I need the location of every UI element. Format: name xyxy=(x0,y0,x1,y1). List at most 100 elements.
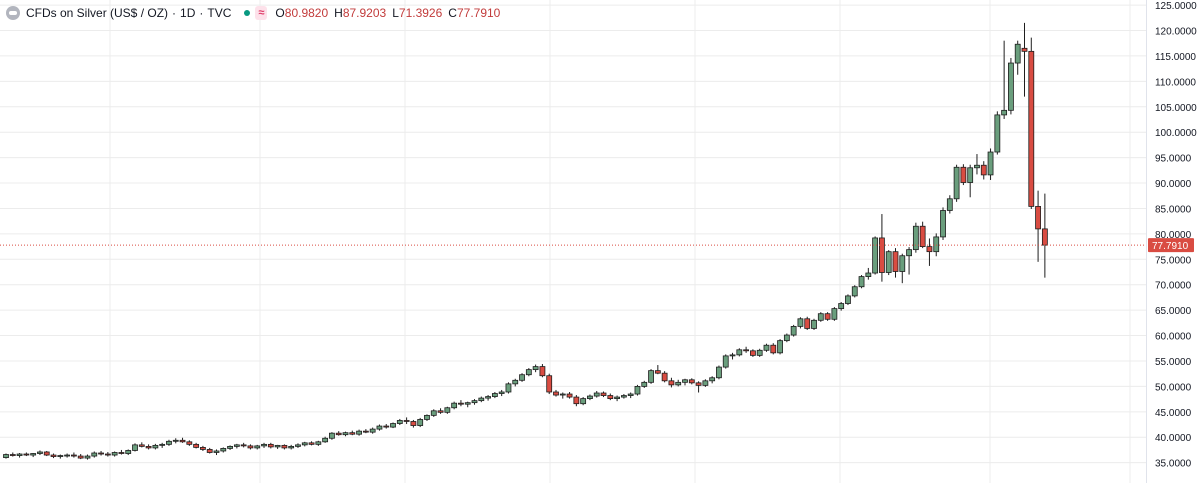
y-axis-tick-label: 60.0000 xyxy=(1155,332,1192,343)
candle-body xyxy=(71,454,77,457)
last-price-label: 77.7910 xyxy=(1152,241,1189,252)
candle-body xyxy=(424,414,430,420)
separator-dot: · xyxy=(172,6,177,20)
candle-body xyxy=(125,450,132,454)
candle-body xyxy=(166,440,172,445)
ohlc-open-value: 80.9820 xyxy=(284,6,329,20)
candle-body xyxy=(233,444,240,447)
candle-body xyxy=(566,393,573,398)
candle-body xyxy=(172,439,179,442)
candle-body xyxy=(790,326,797,336)
candle-body xyxy=(50,454,57,457)
candle-body xyxy=(587,395,593,400)
candle-body xyxy=(43,451,50,456)
candle-body xyxy=(458,402,464,405)
candle-body xyxy=(783,334,790,342)
candle-body xyxy=(478,397,485,402)
candle-body xyxy=(3,454,9,458)
ohlc-close-key: C xyxy=(448,6,457,20)
candle-body xyxy=(539,366,546,377)
separator-dot: · xyxy=(199,6,204,20)
y-axis-tick-label: 85.0000 xyxy=(1155,204,1192,215)
candle-body xyxy=(1014,43,1021,64)
candle-body xyxy=(729,354,736,357)
candle-body xyxy=(274,444,281,448)
candle-body xyxy=(804,318,811,329)
candle-body xyxy=(240,444,247,447)
market-status: ≈ xyxy=(241,6,268,20)
candle-body xyxy=(919,225,926,247)
candle-body xyxy=(315,441,322,445)
candle-body xyxy=(987,151,994,176)
candle-body xyxy=(906,249,912,257)
candle-body xyxy=(288,445,295,449)
candle-body xyxy=(946,198,953,211)
candle-body xyxy=(940,210,946,238)
candle-body xyxy=(709,377,716,382)
candle-body xyxy=(851,286,858,297)
y-axis-tick-label: 95.0000 xyxy=(1155,154,1192,165)
y-axis-tick-label: 55.0000 xyxy=(1155,357,1192,368)
candle-body xyxy=(362,430,369,433)
candle-body xyxy=(396,420,403,424)
candle-body xyxy=(777,340,783,354)
candle-body xyxy=(369,428,376,433)
y-axis-tick-label: 125.0000 xyxy=(1155,1,1197,12)
interval-label[interactable]: 1D xyxy=(180,6,196,20)
candle-body xyxy=(485,396,491,399)
candle-body xyxy=(193,443,200,448)
candle-body xyxy=(464,402,471,405)
candle-body xyxy=(1028,50,1035,207)
candle-body xyxy=(980,164,987,176)
symbol-header: CFDs on Silver (US$ / OZ) · 1D · TVC ≈ O… xyxy=(6,4,506,22)
y-axis-tick-label: 70.0000 xyxy=(1155,281,1192,292)
candle-body xyxy=(410,421,417,426)
candle-body xyxy=(811,319,817,329)
candle-body xyxy=(138,444,145,447)
candle-body xyxy=(682,379,688,383)
candle-body xyxy=(403,420,410,422)
y-axis-tick-label: 110.0000 xyxy=(1155,77,1196,88)
candle-body xyxy=(295,444,301,447)
candle-body xyxy=(607,395,614,400)
candle-body xyxy=(213,450,220,453)
candle-body xyxy=(960,166,967,183)
y-axis-tick-label: 50.0000 xyxy=(1155,382,1192,393)
candle-body xyxy=(417,419,424,426)
candle-body xyxy=(702,380,709,386)
ohlc-values: O 80.9820 H 87.9203 L 71.3926 C 77.7910 xyxy=(275,6,506,20)
symbol-name[interactable]: CFDs on Silver (US$ / OZ) xyxy=(26,6,169,20)
candle-body xyxy=(634,385,641,395)
candle-body xyxy=(220,448,227,452)
candle-body xyxy=(329,432,335,439)
candle-body xyxy=(695,382,702,386)
candle-body xyxy=(437,410,444,413)
ohlc-low-value: 71.3926 xyxy=(398,6,443,20)
candle-body xyxy=(64,454,71,457)
candle-body xyxy=(281,444,288,449)
candle-body xyxy=(118,452,125,454)
candle-body xyxy=(57,455,64,457)
candle-body xyxy=(267,443,274,448)
candle-body xyxy=(559,393,566,396)
candle-body xyxy=(756,349,763,356)
candle-body xyxy=(179,439,186,443)
candle-body xyxy=(845,295,851,304)
indicator-badge[interactable]: ≈ xyxy=(255,6,268,20)
candle-body xyxy=(301,442,308,446)
ohlc-open-key: O xyxy=(275,6,285,20)
candle-body xyxy=(111,452,118,456)
candle-body xyxy=(722,355,729,368)
candle-body xyxy=(444,407,451,413)
candle-body xyxy=(620,395,627,398)
source-label: TVC xyxy=(207,6,232,20)
candle-body xyxy=(152,444,159,449)
candle-body xyxy=(885,251,892,273)
candle-body xyxy=(1021,47,1028,52)
y-axis-tick-label: 115.0000 xyxy=(1155,52,1196,63)
candle-body xyxy=(668,380,675,386)
candle-body xyxy=(206,449,213,453)
candle-body xyxy=(186,441,193,445)
candle-body xyxy=(600,392,607,396)
